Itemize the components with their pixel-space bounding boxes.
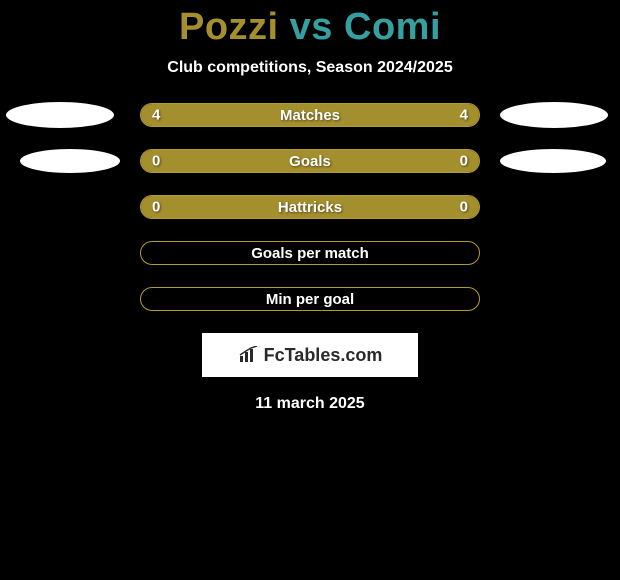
stat-bar: Hattricks	[140, 195, 480, 219]
chart-icon	[238, 346, 260, 364]
stat-bar: Matches	[140, 103, 480, 127]
stat-label: Hattricks	[278, 199, 342, 216]
ellipse-right-icon	[500, 149, 606, 173]
stat-row-goals: 0 0 Goals	[0, 149, 620, 173]
stat-label: Goals	[289, 153, 331, 170]
title-player2: Comi	[344, 6, 441, 48]
stat-value-left: 4	[152, 107, 160, 124]
stat-row-hattricks: 0 0 Hattricks	[0, 195, 620, 219]
stat-label: Goals per match	[251, 245, 369, 262]
ellipse-left-icon	[20, 149, 120, 173]
comparison-infographic: Pozzi vs Comi Club competitions, Season …	[0, 0, 620, 413]
stat-value-left: 0	[152, 199, 160, 216]
stat-row-min-per-goal: Min per goal	[0, 287, 620, 311]
ellipse-left-icon	[6, 102, 114, 128]
title-player1: Pozzi	[179, 6, 279, 48]
stat-value-left: 0	[152, 153, 160, 170]
logo: FcTables.com	[238, 345, 383, 366]
page-title: Pozzi vs Comi	[0, 6, 620, 49]
stat-bar: Min per goal	[140, 287, 480, 311]
stat-value-right: 0	[460, 153, 468, 170]
logo-text: FcTables.com	[264, 345, 383, 366]
stat-row-goals-per-match: Goals per match	[0, 241, 620, 265]
stat-row-matches: 4 4 Matches	[0, 103, 620, 127]
title-vs: vs	[279, 6, 344, 48]
date-text: 11 march 2025	[0, 395, 620, 413]
stat-value-right: 0	[460, 199, 468, 216]
stat-label: Min per goal	[266, 291, 354, 308]
stat-rows: 4 4 Matches 0 0 Goals 0 0 Hattricks	[0, 103, 620, 311]
ellipse-right-icon	[500, 102, 608, 128]
stat-bar: Goals per match	[140, 241, 480, 265]
subtitle: Club competitions, Season 2024/2025	[0, 59, 620, 77]
stat-value-right: 4	[460, 107, 468, 124]
stat-bar: Goals	[140, 149, 480, 173]
stat-label: Matches	[280, 107, 340, 124]
logo-box: FcTables.com	[202, 333, 418, 377]
